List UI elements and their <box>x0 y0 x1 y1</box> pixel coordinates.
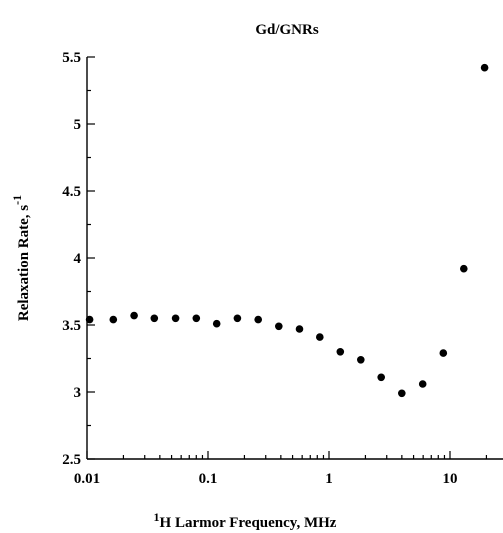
data-point <box>336 348 345 356</box>
data-point <box>171 314 180 323</box>
y-tick-label: 4.5 <box>62 184 81 200</box>
y-tick-label: 3.5 <box>62 318 81 334</box>
data-point <box>418 380 427 388</box>
data-point <box>460 264 468 273</box>
data-point <box>150 314 159 323</box>
y-tick-label: 4 <box>74 251 82 267</box>
data-point <box>357 356 365 364</box>
data-point <box>480 63 489 72</box>
data-point <box>130 311 138 320</box>
x-tick-label: 1 <box>325 471 333 487</box>
x-axis-label-superscript: 1 <box>154 510 160 524</box>
y-axis-label-text: Relaxation Rate, s <box>16 205 32 321</box>
y-axis-ticks: 2.5 3 3.5 4 4.5 5 5.5 <box>62 50 95 468</box>
x-axis-ticks: 0.01 0.1 1 10 <box>74 451 488 487</box>
x-tick-label: 10 <box>443 471 458 487</box>
data-point <box>275 322 283 331</box>
data-point <box>398 389 406 398</box>
data-point <box>109 315 118 324</box>
y-axis-label: Relaxation Rate, s-1 <box>10 195 32 321</box>
y-tick-label: 3 <box>74 385 82 401</box>
data-point <box>233 314 242 323</box>
x-tick-label: 0.01 <box>74 471 100 487</box>
data-point <box>192 314 201 323</box>
data-point <box>377 373 386 382</box>
x-axis-label-text: H Larmor Frequency, MHz <box>160 515 337 531</box>
data-point <box>254 315 262 324</box>
data-point <box>316 333 324 341</box>
data-point <box>439 349 448 357</box>
data-point <box>295 325 304 333</box>
x-tick-label: 0.1 <box>199 471 218 487</box>
y-tick-label: 5 <box>74 117 82 133</box>
x-axis-label: 1H Larmor Frequency, MHz <box>154 510 337 531</box>
data-points <box>85 63 489 398</box>
y-axis-label-superscript: -1 <box>10 195 24 205</box>
y-tick-label: 2.5 <box>62 452 81 468</box>
data-point <box>212 319 221 328</box>
y-tick-label: 5.5 <box>62 50 81 66</box>
chart-title: Gd/GNRs <box>255 22 319 38</box>
data-point <box>85 315 94 324</box>
